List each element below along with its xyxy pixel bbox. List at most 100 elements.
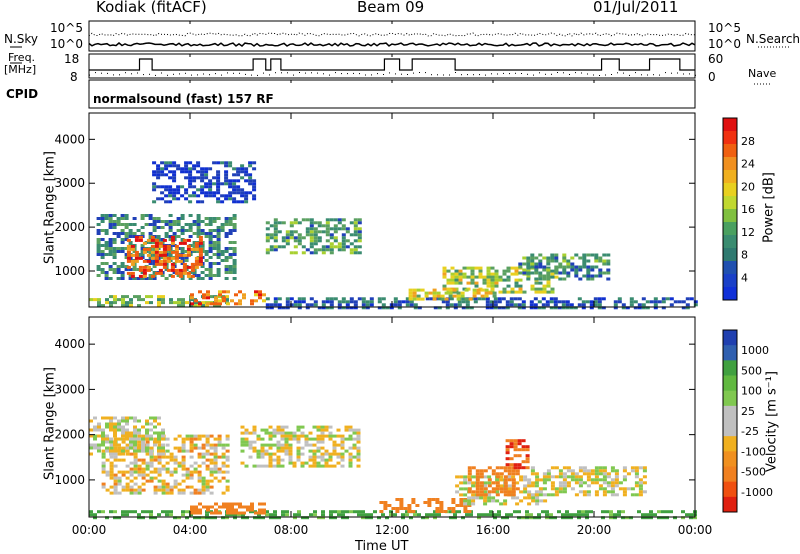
data-cell <box>602 481 607 485</box>
data-cell <box>582 265 587 269</box>
data-cell <box>546 478 551 482</box>
data-cell <box>381 303 386 307</box>
data-cell <box>232 241 237 244</box>
date-title: 01/Jul/2011 <box>593 0 679 16</box>
data-cell <box>212 176 217 180</box>
data-cell <box>513 466 518 470</box>
data-cell <box>176 197 181 201</box>
data-cell <box>141 476 146 480</box>
data-cell <box>268 431 273 435</box>
data-cell <box>213 470 218 474</box>
data-cell <box>160 185 165 189</box>
data-cell <box>153 443 157 447</box>
data-cell <box>144 277 149 280</box>
data-cell <box>494 284 499 288</box>
data-cell <box>142 250 147 254</box>
data-cell <box>204 194 209 198</box>
data-cell <box>133 476 138 480</box>
data-cell <box>154 244 159 248</box>
data-cell <box>160 226 165 229</box>
nave-dot <box>605 74 606 76</box>
data-cell <box>480 288 485 292</box>
data-cell <box>341 236 346 240</box>
data-cell <box>108 253 113 256</box>
data-cell <box>133 416 137 420</box>
data-cell <box>353 248 358 252</box>
data-cell <box>137 428 141 432</box>
data-cell <box>562 484 567 488</box>
data-cell <box>117 491 122 495</box>
data-cell <box>176 220 181 223</box>
data-cell <box>168 170 173 174</box>
data-cell <box>589 303 594 307</box>
data-cell <box>413 513 417 517</box>
data-cell <box>517 442 522 446</box>
data-cell <box>268 443 273 447</box>
data-cell <box>467 475 472 479</box>
data-cell <box>220 229 225 232</box>
data-cell <box>142 271 147 275</box>
data-cell <box>200 200 205 204</box>
data-cell <box>121 431 125 435</box>
data-cell <box>172 232 177 235</box>
data-cell <box>216 173 221 177</box>
data-cell <box>427 504 432 507</box>
data-cell <box>268 464 273 468</box>
data-cell <box>170 256 175 260</box>
data-cell <box>439 507 444 510</box>
nave-dot <box>479 74 480 76</box>
data-cell <box>356 455 361 459</box>
data-cell <box>125 476 130 480</box>
data-cell <box>457 300 462 304</box>
data-cell <box>189 473 194 477</box>
data-cell <box>491 487 496 491</box>
data-cell <box>594 259 599 263</box>
data-cell <box>586 259 591 263</box>
data-cell <box>177 464 182 468</box>
data-cell <box>185 437 190 441</box>
data-cell <box>444 291 449 295</box>
data-cell <box>585 510 589 514</box>
nave-dot <box>431 74 432 76</box>
data-cell <box>129 452 134 456</box>
data-cell <box>554 256 559 260</box>
power-colorbar-swatch <box>723 144 737 158</box>
nave-dot <box>329 74 330 76</box>
data-cell <box>194 247 199 251</box>
data-cell <box>149 422 153 426</box>
data-cell <box>176 229 181 232</box>
data-cell <box>401 513 405 517</box>
data-cell <box>125 443 130 447</box>
data-cell <box>377 306 382 310</box>
data-cell <box>93 434 97 438</box>
data-cell <box>332 452 337 456</box>
data-cell <box>120 274 125 277</box>
data-cell <box>137 434 142 438</box>
data-cell <box>669 303 674 307</box>
data-cell <box>133 491 138 495</box>
data-cell <box>126 244 131 248</box>
data-cell <box>454 275 459 279</box>
data-cell <box>570 472 575 476</box>
data-cell <box>97 446 101 450</box>
data-cell <box>221 455 226 459</box>
data-cell <box>156 173 161 177</box>
data-cell <box>146 265 151 269</box>
data-cell <box>407 504 412 507</box>
data-cell <box>228 241 233 244</box>
data-cell <box>89 428 93 432</box>
data-cell <box>244 428 249 432</box>
data-cell <box>193 443 198 447</box>
data-cell <box>228 253 233 256</box>
data-cell <box>503 481 508 485</box>
data-cell <box>216 238 221 241</box>
data-cell <box>228 271 233 274</box>
data-cell <box>208 167 213 171</box>
data-cell <box>570 487 575 491</box>
data-cell <box>490 287 495 291</box>
data-cell <box>562 472 567 476</box>
data-cell <box>166 268 171 272</box>
nsearch-label: N.Search <box>746 32 800 46</box>
data-cell <box>152 229 157 232</box>
data-cell <box>489 513 493 517</box>
